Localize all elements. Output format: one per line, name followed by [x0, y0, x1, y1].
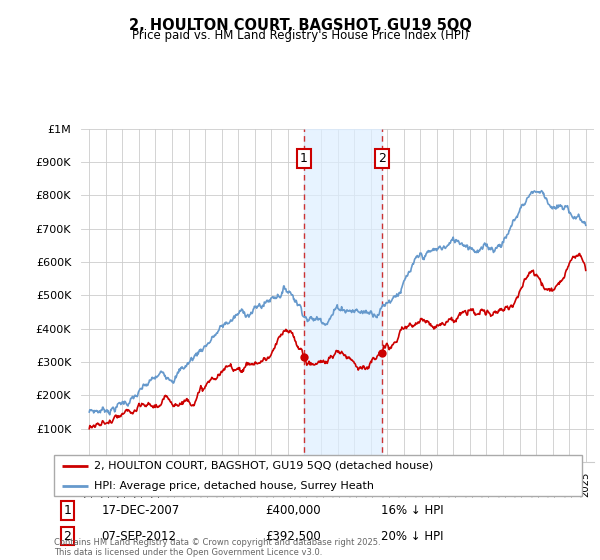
Text: Price paid vs. HM Land Registry's House Price Index (HPI): Price paid vs. HM Land Registry's House … [131, 29, 469, 42]
Text: 07-SEP-2012: 07-SEP-2012 [101, 530, 176, 543]
Text: Contains HM Land Registry data © Crown copyright and database right 2025.
This d: Contains HM Land Registry data © Crown c… [54, 538, 380, 557]
FancyBboxPatch shape [54, 455, 582, 496]
Text: 2, HOULTON COURT, BAGSHOT, GU19 5QQ: 2, HOULTON COURT, BAGSHOT, GU19 5QQ [128, 18, 472, 33]
Text: 2: 2 [63, 530, 71, 543]
Text: 2, HOULTON COURT, BAGSHOT, GU19 5QQ (detached house): 2, HOULTON COURT, BAGSHOT, GU19 5QQ (det… [94, 461, 433, 471]
Text: 17-DEC-2007: 17-DEC-2007 [101, 504, 180, 517]
Text: HPI: Average price, detached house, Surrey Heath: HPI: Average price, detached house, Surr… [94, 481, 374, 491]
Bar [304, 129, 382, 462]
Text: 20% ↓ HPI: 20% ↓ HPI [382, 530, 444, 543]
Text: 1: 1 [300, 152, 308, 165]
Text: 16% ↓ HPI: 16% ↓ HPI [382, 504, 444, 517]
Text: £392,500: £392,500 [265, 530, 321, 543]
Text: £400,000: £400,000 [265, 504, 321, 517]
Text: 1: 1 [63, 504, 71, 517]
Text: 2: 2 [378, 152, 386, 165]
